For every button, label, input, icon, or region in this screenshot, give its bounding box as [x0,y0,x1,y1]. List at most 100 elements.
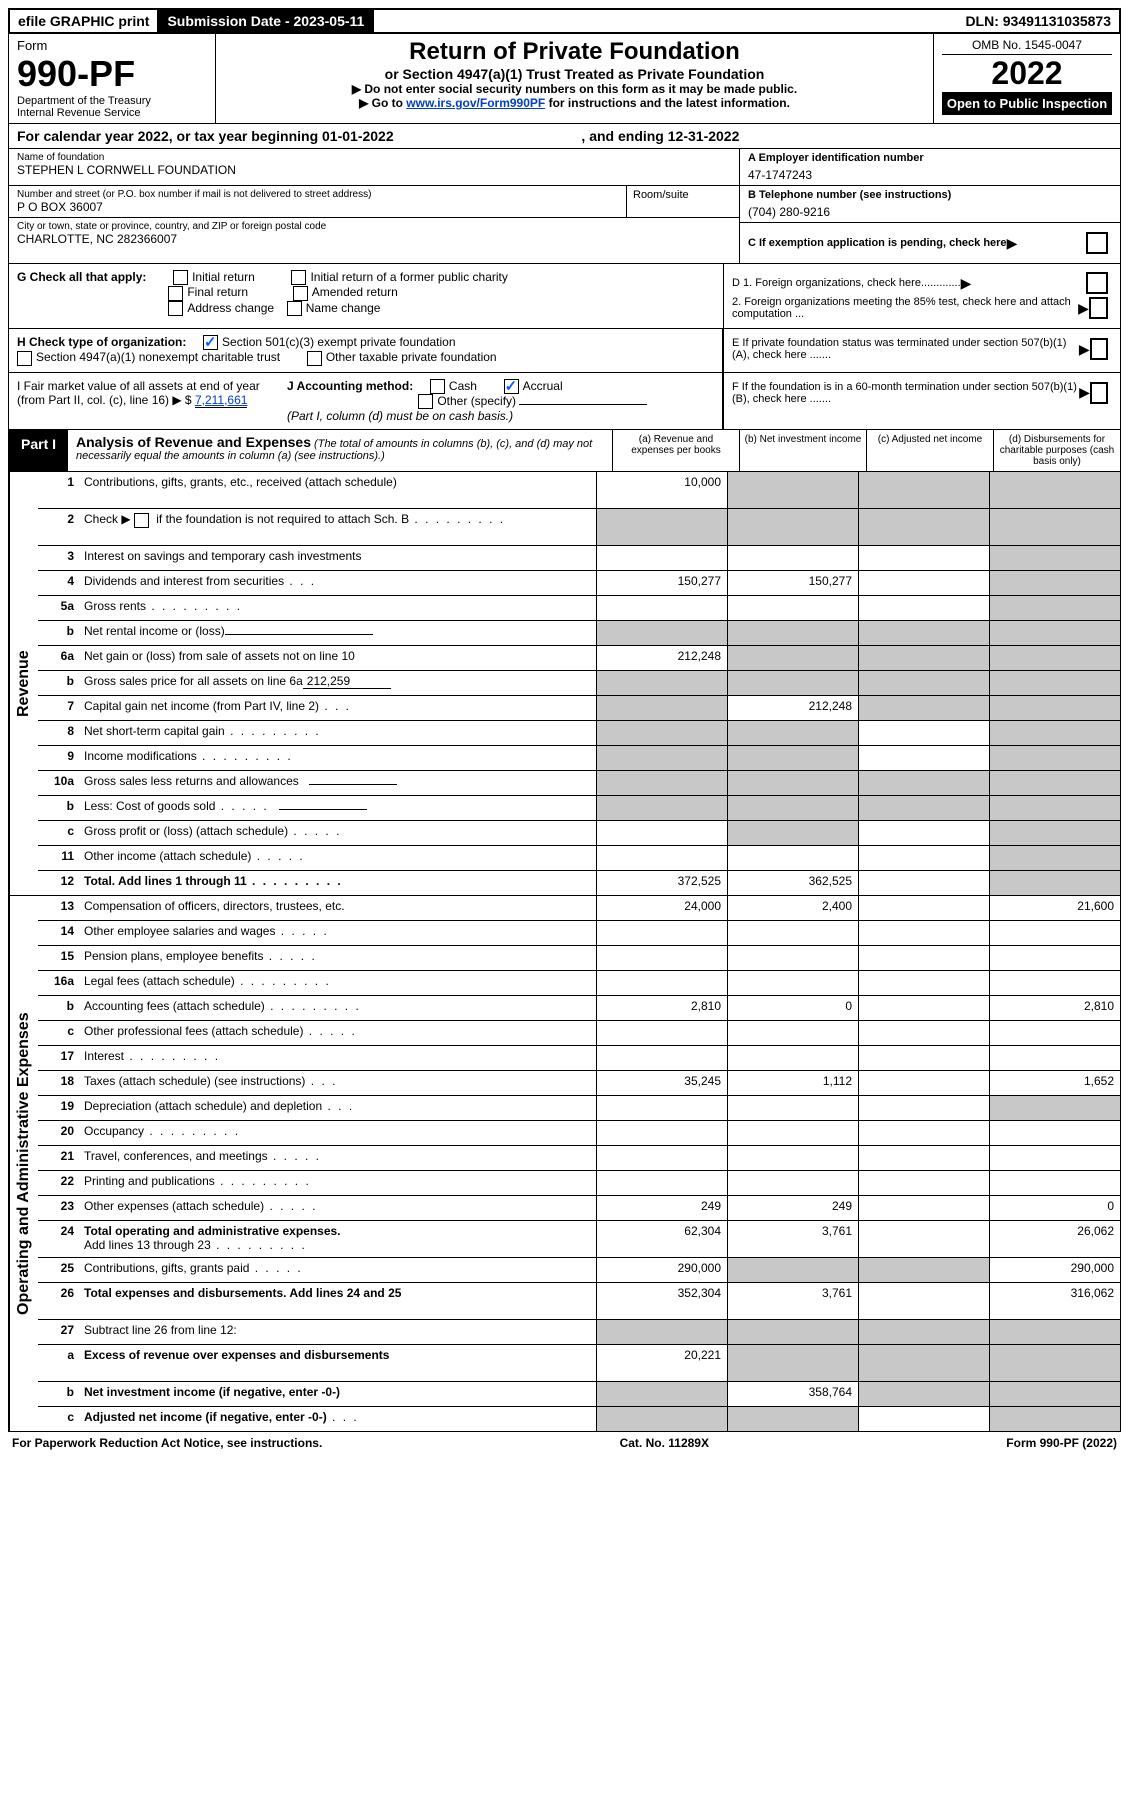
h-4947-checkbox[interactable] [17,351,32,366]
r6b-desc: Gross sales price for all assets on line… [80,671,596,695]
r10a-d [989,771,1120,795]
form-word: Form [17,38,207,53]
g-amended-checkbox[interactable] [293,286,308,301]
r21-d [989,1146,1120,1170]
r22-c [858,1171,989,1195]
r14-d: Other employee salaries and wages [84,924,275,938]
r8-num: 8 [38,721,80,745]
f-checkbox[interactable] [1090,382,1108,404]
r26-d: 316,062 [989,1283,1120,1319]
r19-d: Depreciation (attach schedule) and deple… [84,1099,322,1113]
r27b-c [858,1382,989,1406]
r19-b [727,1096,858,1120]
r10a-num: 10a [38,771,80,795]
j-note: (Part I, column (d) must be on cash basi… [287,409,513,423]
d2-checkbox[interactable] [1089,297,1108,319]
r5b-c [858,621,989,645]
r1-desc: Contributions, gifts, grants, etc., rece… [80,472,596,508]
h-501c3-checkbox[interactable] [203,335,218,350]
r10a-a [596,771,727,795]
r2-checkbox[interactable] [134,513,149,528]
r6b-val: 212,259 [303,674,391,689]
r16a-a [596,971,727,995]
r10b-desc: Less: Cost of goods sold [80,796,596,820]
col-b-header: (b) Net investment income [740,430,867,471]
form-title: Return of Private Foundation [224,38,925,66]
r25-c [858,1258,989,1282]
r27b-d [989,1382,1120,1406]
efile-label[interactable]: efile GRAPHIC print [10,10,159,32]
r1-d [989,472,1120,508]
r7-b: 212,248 [727,696,858,720]
r26-a: 352,304 [596,1283,727,1319]
r18-a: 35,245 [596,1071,727,1095]
r16b-desc: Accounting fees (attach schedule) [80,996,596,1020]
r22-desc: Printing and publications [80,1171,596,1195]
r4-d [989,571,1120,595]
r27b-desc: Net investment income (if negative, ente… [80,1382,596,1406]
r11-c [858,846,989,870]
r27c-c [858,1407,989,1431]
r3-d [989,546,1120,570]
address-label: Number and street (or P.O. box number if… [17,189,618,200]
r10a-d: Gross sales less returns and allowances [84,774,299,788]
d2-label: 2. Foreign organizations meeting the 85%… [732,296,1078,320]
r23-c [858,1196,989,1220]
r16b-d: 2,810 [989,996,1120,1020]
g-final-checkbox[interactable] [168,286,183,301]
d1-label: D 1. Foreign organizations, check here..… [732,277,961,289]
r11-d [989,846,1120,870]
h-label: H Check type of organization: [17,335,186,349]
r18-c [858,1071,989,1095]
note2-pre: ▶ Go to [359,96,406,110]
h-other-checkbox[interactable] [307,351,322,366]
g-name-checkbox[interactable] [287,301,302,316]
j-label: J Accounting method: [287,379,413,393]
r27c-d: Adjusted net income (if negative, enter … [84,1410,327,1424]
r15-desc: Pension plans, employee benefits [80,946,596,970]
c-checkbox[interactable] [1086,232,1108,254]
r8-a [596,721,727,745]
r15-a [596,946,727,970]
r5a-num: 5a [38,596,80,620]
r20-num: 20 [38,1121,80,1145]
g-o5: Amended return [312,285,398,299]
r21-b [727,1146,858,1170]
e-label: E If private foundation status was termi… [732,337,1079,361]
g-address-checkbox[interactable] [168,301,183,316]
g-o4: Initial return of a former public charit… [310,270,507,284]
footer-right: Form 990-PF (2022) [1006,1436,1117,1450]
r23-b: 249 [727,1196,858,1220]
r27-a [596,1320,727,1344]
r11-a [596,846,727,870]
j-other-checkbox[interactable] [418,394,433,409]
r17-d: Interest [84,1049,124,1063]
g-former-checkbox[interactable] [291,270,306,285]
r22-b [727,1171,858,1195]
j-accrual-checkbox[interactable] [504,379,519,394]
form990pf-link[interactable]: www.irs.gov/Form990PF [406,96,545,110]
i-value[interactable]: 7,211,661 [195,393,248,408]
g-initial-checkbox[interactable] [173,270,188,285]
r19-a [596,1096,727,1120]
r10c-d: Gross profit or (loss) (attach schedule) [84,824,288,838]
r25-d: 290,000 [989,1258,1120,1282]
j-cash-checkbox[interactable] [430,379,445,394]
r6b-c [858,671,989,695]
expenses-table: Operating and Administrative Expenses 13… [8,896,1121,1432]
r22-num: 22 [38,1171,80,1195]
r27a-desc: Excess of revenue over expenses and disb… [80,1345,596,1381]
r10b-d [989,796,1120,820]
r6a-d [989,646,1120,670]
r5b-a [596,621,727,645]
r5a-b [727,596,858,620]
r19-c [858,1096,989,1120]
h-o3: Other taxable private foundation [326,350,497,364]
r19-num: 19 [38,1096,80,1120]
r16a-b [727,971,858,995]
d1-checkbox[interactable] [1086,272,1108,294]
r13-a: 24,000 [596,896,727,920]
info-block: Name of foundation STEPHEN L CORNWELL FO… [8,149,1121,264]
e-checkbox[interactable] [1090,338,1108,360]
r6b-pre: Gross sales price for all assets on line… [84,674,303,688]
